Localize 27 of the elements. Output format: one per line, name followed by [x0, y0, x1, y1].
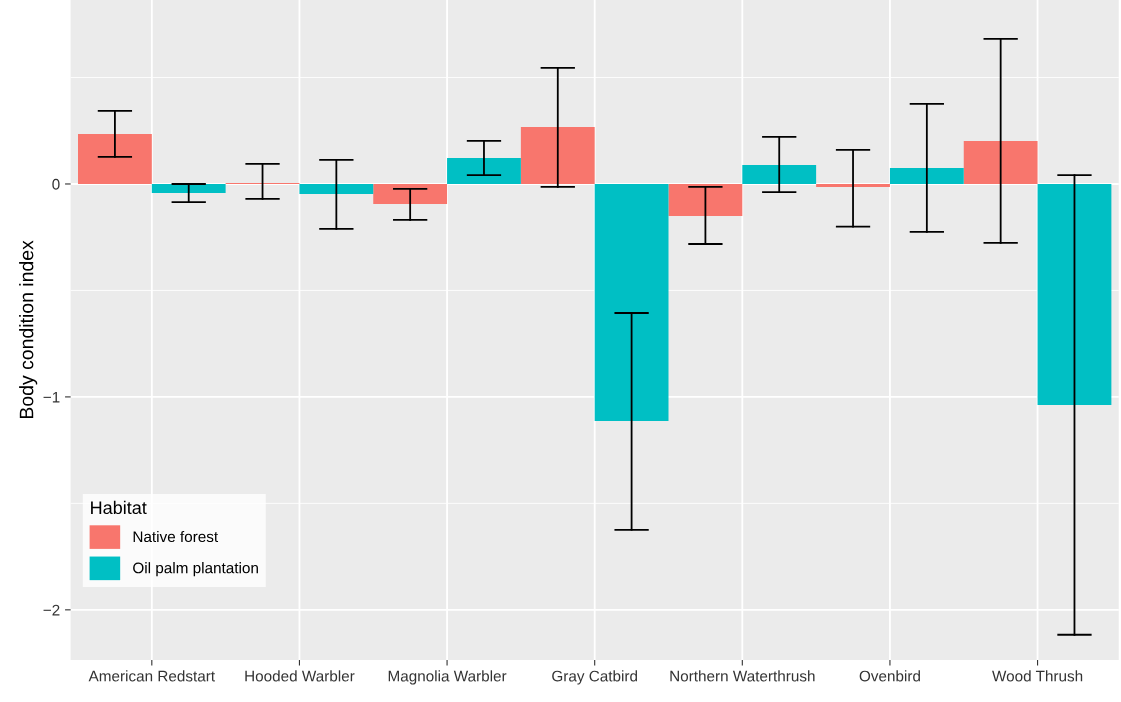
- bar: [151, 183, 226, 193]
- x-tick-label: American Redstart: [88, 670, 215, 682]
- bar: [520, 126, 595, 184]
- bar: [742, 165, 817, 184]
- x-tick-label: Ovenbird: [859, 670, 920, 682]
- bar: [1037, 183, 1112, 405]
- y-axis-title: Body condition index: [19, 240, 38, 419]
- y-tick-label: 0: [52, 178, 60, 190]
- bar: [447, 158, 521, 184]
- y-tick-label: −2: [43, 604, 60, 616]
- bar: [299, 183, 374, 194]
- bar: [668, 183, 743, 216]
- bar: [78, 133, 152, 184]
- bar: [889, 168, 964, 184]
- bar: [594, 183, 669, 421]
- bar: [816, 183, 890, 187]
- bar: [963, 140, 1038, 184]
- x-tick-label: Wood Thrush: [992, 670, 1083, 682]
- legend-label: Native forest: [133, 530, 219, 543]
- bar: [373, 183, 448, 204]
- x-tick-label: Hooded Warbler: [245, 670, 355, 682]
- x-tick-label: Northern Waterthrush: [670, 670, 815, 682]
- legend-title: Habitat: [91, 500, 147, 515]
- y-tick-label: −1: [43, 391, 60, 403]
- legend-label: Oil palm plantation: [133, 562, 258, 577]
- x-tick-label: Gray Catbird: [552, 670, 638, 685]
- x-tick-label: Magnolia Warbler: [388, 670, 507, 685]
